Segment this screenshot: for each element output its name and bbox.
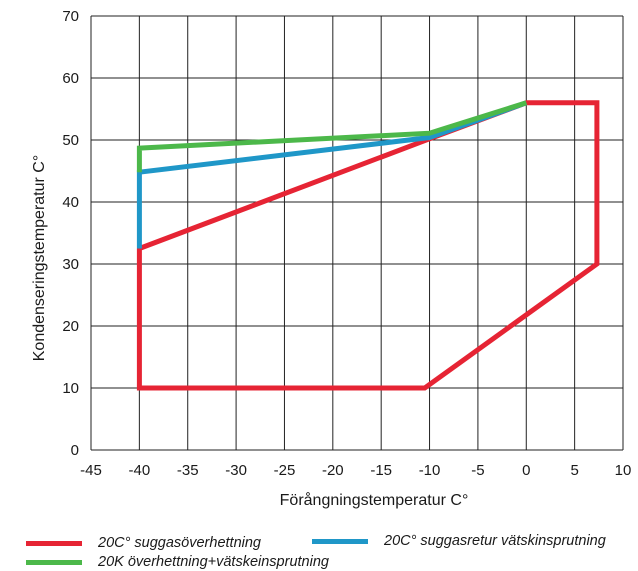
x-axis-ticks: -45 -40 -35 -30 -25 -20 -15 -10 -5 0 5 10 — [80, 462, 631, 479]
y-tick-label: 40 — [62, 194, 79, 211]
y-axis-ticks: 0 10 20 30 40 50 60 70 — [62, 8, 79, 459]
x-axis-label: Förångningstemperatur C° — [280, 491, 469, 509]
y-tick-label: 20 — [62, 318, 79, 335]
y-tick-label: 60 — [62, 70, 79, 87]
x-tick-label: -35 — [177, 462, 199, 479]
series-lines — [136, 100, 600, 391]
x-tick-label: -25 — [274, 462, 296, 479]
y-tick-label: 50 — [62, 132, 79, 149]
grid — [90, 15, 624, 451]
x-tick-label: -40 — [129, 462, 151, 479]
x-tick-label: -30 — [225, 462, 247, 479]
y-tick-label: 30 — [62, 256, 79, 273]
x-tick-label: -45 — [80, 462, 102, 479]
x-tick-label: -5 — [471, 462, 484, 479]
y-axis-label: Kondenseringstemperatur C° — [31, 155, 48, 362]
x-tick-label: 10 — [615, 462, 632, 479]
x-tick-label: -20 — [322, 462, 344, 479]
x-tick-label: 0 — [522, 462, 530, 479]
series-line-2 — [136, 100, 528, 173]
y-tick-label: 70 — [62, 8, 79, 25]
x-tick-label: -10 — [419, 462, 441, 479]
x-tick-label: -15 — [370, 462, 392, 479]
x-tick-label: 5 — [570, 462, 578, 479]
y-tick-label: 10 — [62, 380, 79, 397]
y-tick-label: 0 — [71, 442, 79, 459]
